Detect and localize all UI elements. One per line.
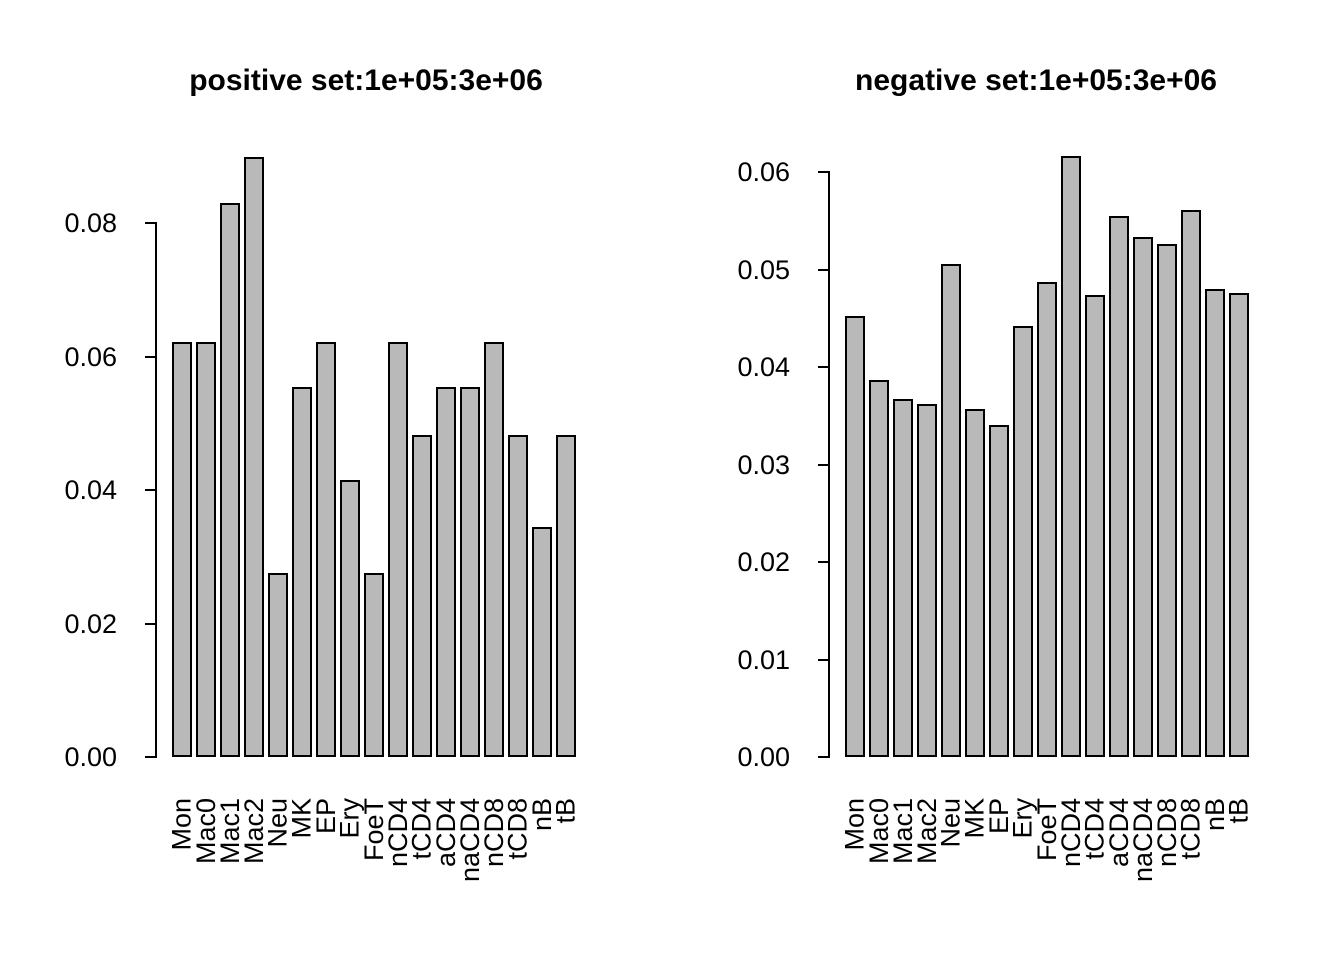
y-tick-mark <box>818 463 828 466</box>
bar-acd4 <box>436 387 456 757</box>
bar-foet <box>364 573 384 757</box>
y-tick-mark <box>145 355 155 358</box>
bar-tcd4 <box>1085 295 1105 757</box>
bar-mon <box>172 342 192 757</box>
y-tick-mark <box>818 561 828 563</box>
bar-nb <box>1205 289 1225 757</box>
bar-acd4 <box>1109 216 1129 757</box>
y-tick-mark <box>145 756 155 758</box>
y-tick-mark <box>145 622 155 625</box>
y-tick-label: 0.02 <box>737 547 790 577</box>
bar-nb <box>532 527 552 757</box>
bar-mac0 <box>869 380 889 757</box>
bar-mon <box>845 316 865 757</box>
bar-ncd4 <box>1061 156 1081 757</box>
bar-tcd4 <box>412 435 432 757</box>
x-tick-label: tB <box>1223 798 1254 824</box>
y-tick-label: 0.08 <box>64 208 117 238</box>
bar-mac2 <box>917 404 937 757</box>
y-axis-line <box>828 171 830 758</box>
y-tick-mark <box>818 756 828 758</box>
bar-tcd8 <box>1181 210 1201 757</box>
bar-ery <box>340 480 360 757</box>
bar-ep <box>989 425 1009 757</box>
bar-tcd8 <box>508 435 528 757</box>
y-tick-mark <box>818 171 828 173</box>
bar-ncd4 <box>388 342 408 757</box>
y-axis-line <box>155 222 157 758</box>
left-chart-title: positive set:1e+05:3e+06 <box>189 64 543 97</box>
y-tick-label: 0.01 <box>737 644 790 675</box>
bar-mk <box>292 387 312 757</box>
bar-ery <box>1013 326 1033 757</box>
y-tick-label: 0.04 <box>737 352 790 382</box>
bar-ep <box>316 342 336 757</box>
bar-mac1 <box>893 399 913 757</box>
bar-mk <box>965 409 985 757</box>
bar-nacd4 <box>1133 237 1153 757</box>
y-tick-label: 0.06 <box>737 157 790 187</box>
bar-nacd4 <box>460 387 480 757</box>
y-tick-mark <box>818 366 828 368</box>
y-tick-label: 0.02 <box>64 608 117 639</box>
y-tick-label: 0.06 <box>64 341 117 372</box>
bar-neu <box>941 264 961 757</box>
y-tick-label: 0.00 <box>737 742 790 772</box>
y-tick-label: 0.00 <box>64 742 117 772</box>
y-tick-label: 0.03 <box>737 449 790 480</box>
bar-ncd8 <box>1157 244 1177 757</box>
bar-neu <box>268 573 288 757</box>
y-tick-mark <box>818 658 828 661</box>
y-tick-label: 0.05 <box>737 254 790 285</box>
y-tick-label: 0.04 <box>64 475 117 505</box>
bar-ncd8 <box>484 342 504 757</box>
bar-mac2 <box>244 157 264 757</box>
y-tick-mark <box>145 489 155 491</box>
bar-foet <box>1037 282 1057 757</box>
y-tick-mark <box>145 222 155 224</box>
y-tick-mark <box>818 268 828 271</box>
right-chart-title: negative set:1e+05:3e+06 <box>855 64 1217 97</box>
bar-mac0 <box>196 342 216 757</box>
bar-tb <box>556 435 576 757</box>
bar-tb <box>1229 293 1249 757</box>
bar-mac1 <box>220 203 240 757</box>
